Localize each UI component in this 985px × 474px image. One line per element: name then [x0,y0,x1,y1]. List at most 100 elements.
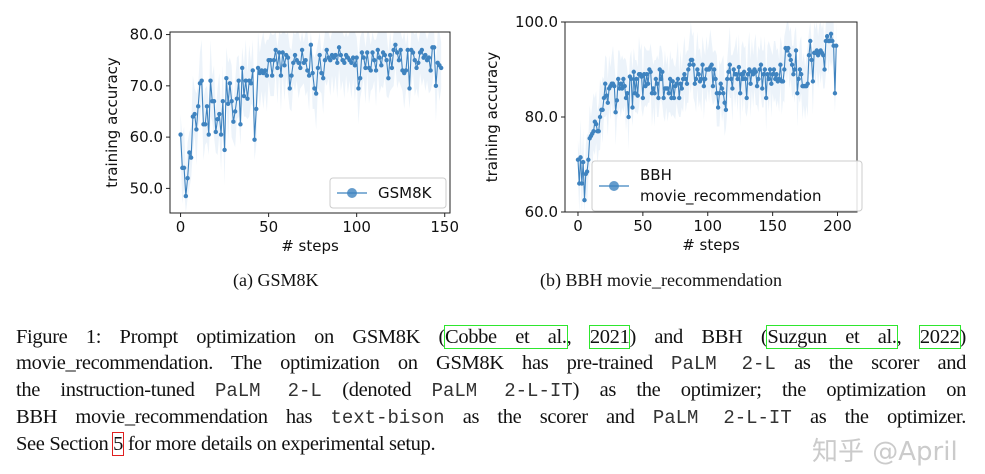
caption-line: BBH movie_recommendation has text-bison … [16,404,966,431]
legend-marker [609,181,619,191]
data-point [275,65,280,71]
data-point [287,86,292,91]
data-point [679,86,684,91]
data-point [722,100,727,105]
data-point [618,81,624,86]
model-name: PaLM 2-L [671,353,776,375]
x-axis-label: # steps [281,237,339,255]
data-point [693,76,699,82]
data-point [689,57,695,63]
data-point [786,45,791,51]
data-point [710,83,716,89]
data-point [357,75,363,81]
data-point [352,63,358,68]
data-point [203,122,208,127]
data-point [762,67,768,72]
legend-label: BBH [640,166,672,184]
y-tick-label: 60.0 [130,128,163,146]
citation-year-link[interactable]: 2022 [918,325,961,349]
data-point [322,58,328,63]
data-point [250,68,255,73]
data-point [271,58,277,63]
data-point [591,129,596,134]
citation-year-link[interactable]: 2021 [588,325,631,349]
caption-text: the instruction-tuned [16,379,215,401]
data-point [273,47,278,53]
data-point [303,58,308,63]
data-point [586,157,591,162]
data-point [769,81,774,86]
citation-link[interactable]: Suzgun et al. [766,325,898,349]
data-point [335,60,340,65]
data-point [671,95,677,101]
data-point [767,67,773,72]
data-point [613,110,618,115]
x-axis-label: # steps [682,236,740,254]
data-point [674,81,679,86]
data-point [278,73,284,78]
figure-charts: 0 50 100 150 50.0 60.0 70.0 80.0 # steps training… [103,13,863,255]
data-point [416,60,421,65]
data-point [796,76,801,82]
citation-link[interactable]: Cobbe et al. [444,325,568,349]
data-point [628,76,634,82]
data-point [365,50,370,55]
data-point [206,132,211,137]
data-point [614,98,620,103]
data-point [391,47,396,53]
data-point [748,81,753,86]
data-point [194,127,199,132]
data-point [375,47,380,53]
data-point [405,47,410,53]
data-point [238,122,243,127]
data-point [798,72,804,77]
data-point [603,81,608,86]
data-point [593,121,599,127]
subcaption-b: (b) BBH movie_recommendation [540,270,782,290]
data-point [359,50,365,55]
data-point [652,91,657,96]
data-point [370,50,375,55]
legend-label: GSM8K [378,184,433,202]
data-point [600,107,605,113]
data-point [308,42,314,48]
data-point [403,68,409,73]
caption-text: ) and BBH ( [629,326,768,348]
data-point [298,65,303,71]
data-point [220,99,226,104]
data-point [713,76,718,82]
data-point [822,67,827,72]
caption-line: the instruction-tuned PaLM 2-L (denoted … [16,377,966,404]
data-point [616,76,621,82]
section-reference-link[interactable]: 5 [112,432,125,456]
caption-text: Figure 1: Prompt optimization on GSM8K ( [16,326,446,348]
data-point [745,72,751,77]
data-point [195,104,201,109]
data-point [317,52,322,58]
y-axis-label: training accuracy [103,57,121,188]
data-point [349,60,354,65]
x-tick-label: 150 [430,218,459,236]
data-point [192,111,197,117]
data-point [582,197,587,203]
data-point [264,73,270,78]
variance-band [180,32,442,213]
data-point [656,95,661,101]
data-point [291,60,296,65]
data-point [361,55,366,60]
data-point [276,50,282,55]
data-point [670,79,675,84]
data-point [243,78,248,83]
data-point [313,91,319,96]
data-point [368,68,373,73]
data-point [328,58,333,63]
data-point [789,62,795,67]
data-point [824,34,830,39]
data-point [336,45,342,50]
data-point [725,76,730,82]
x-tick-label: 100 [693,217,722,235]
data-point [726,69,731,75]
data-point [834,43,839,48]
data-point [407,86,412,91]
data-point [709,62,714,67]
